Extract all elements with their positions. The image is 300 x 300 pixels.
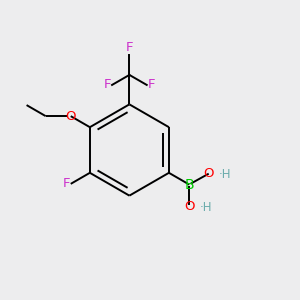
- Text: F: F: [62, 177, 70, 190]
- Text: O: O: [184, 200, 195, 213]
- Text: B: B: [184, 178, 194, 192]
- Text: ·H: ·H: [219, 168, 231, 181]
- Text: F: F: [104, 78, 111, 92]
- Text: O: O: [203, 167, 214, 180]
- Text: F: F: [148, 78, 155, 92]
- Text: O: O: [65, 110, 76, 123]
- Text: ·H: ·H: [200, 201, 212, 214]
- Text: F: F: [126, 41, 133, 54]
